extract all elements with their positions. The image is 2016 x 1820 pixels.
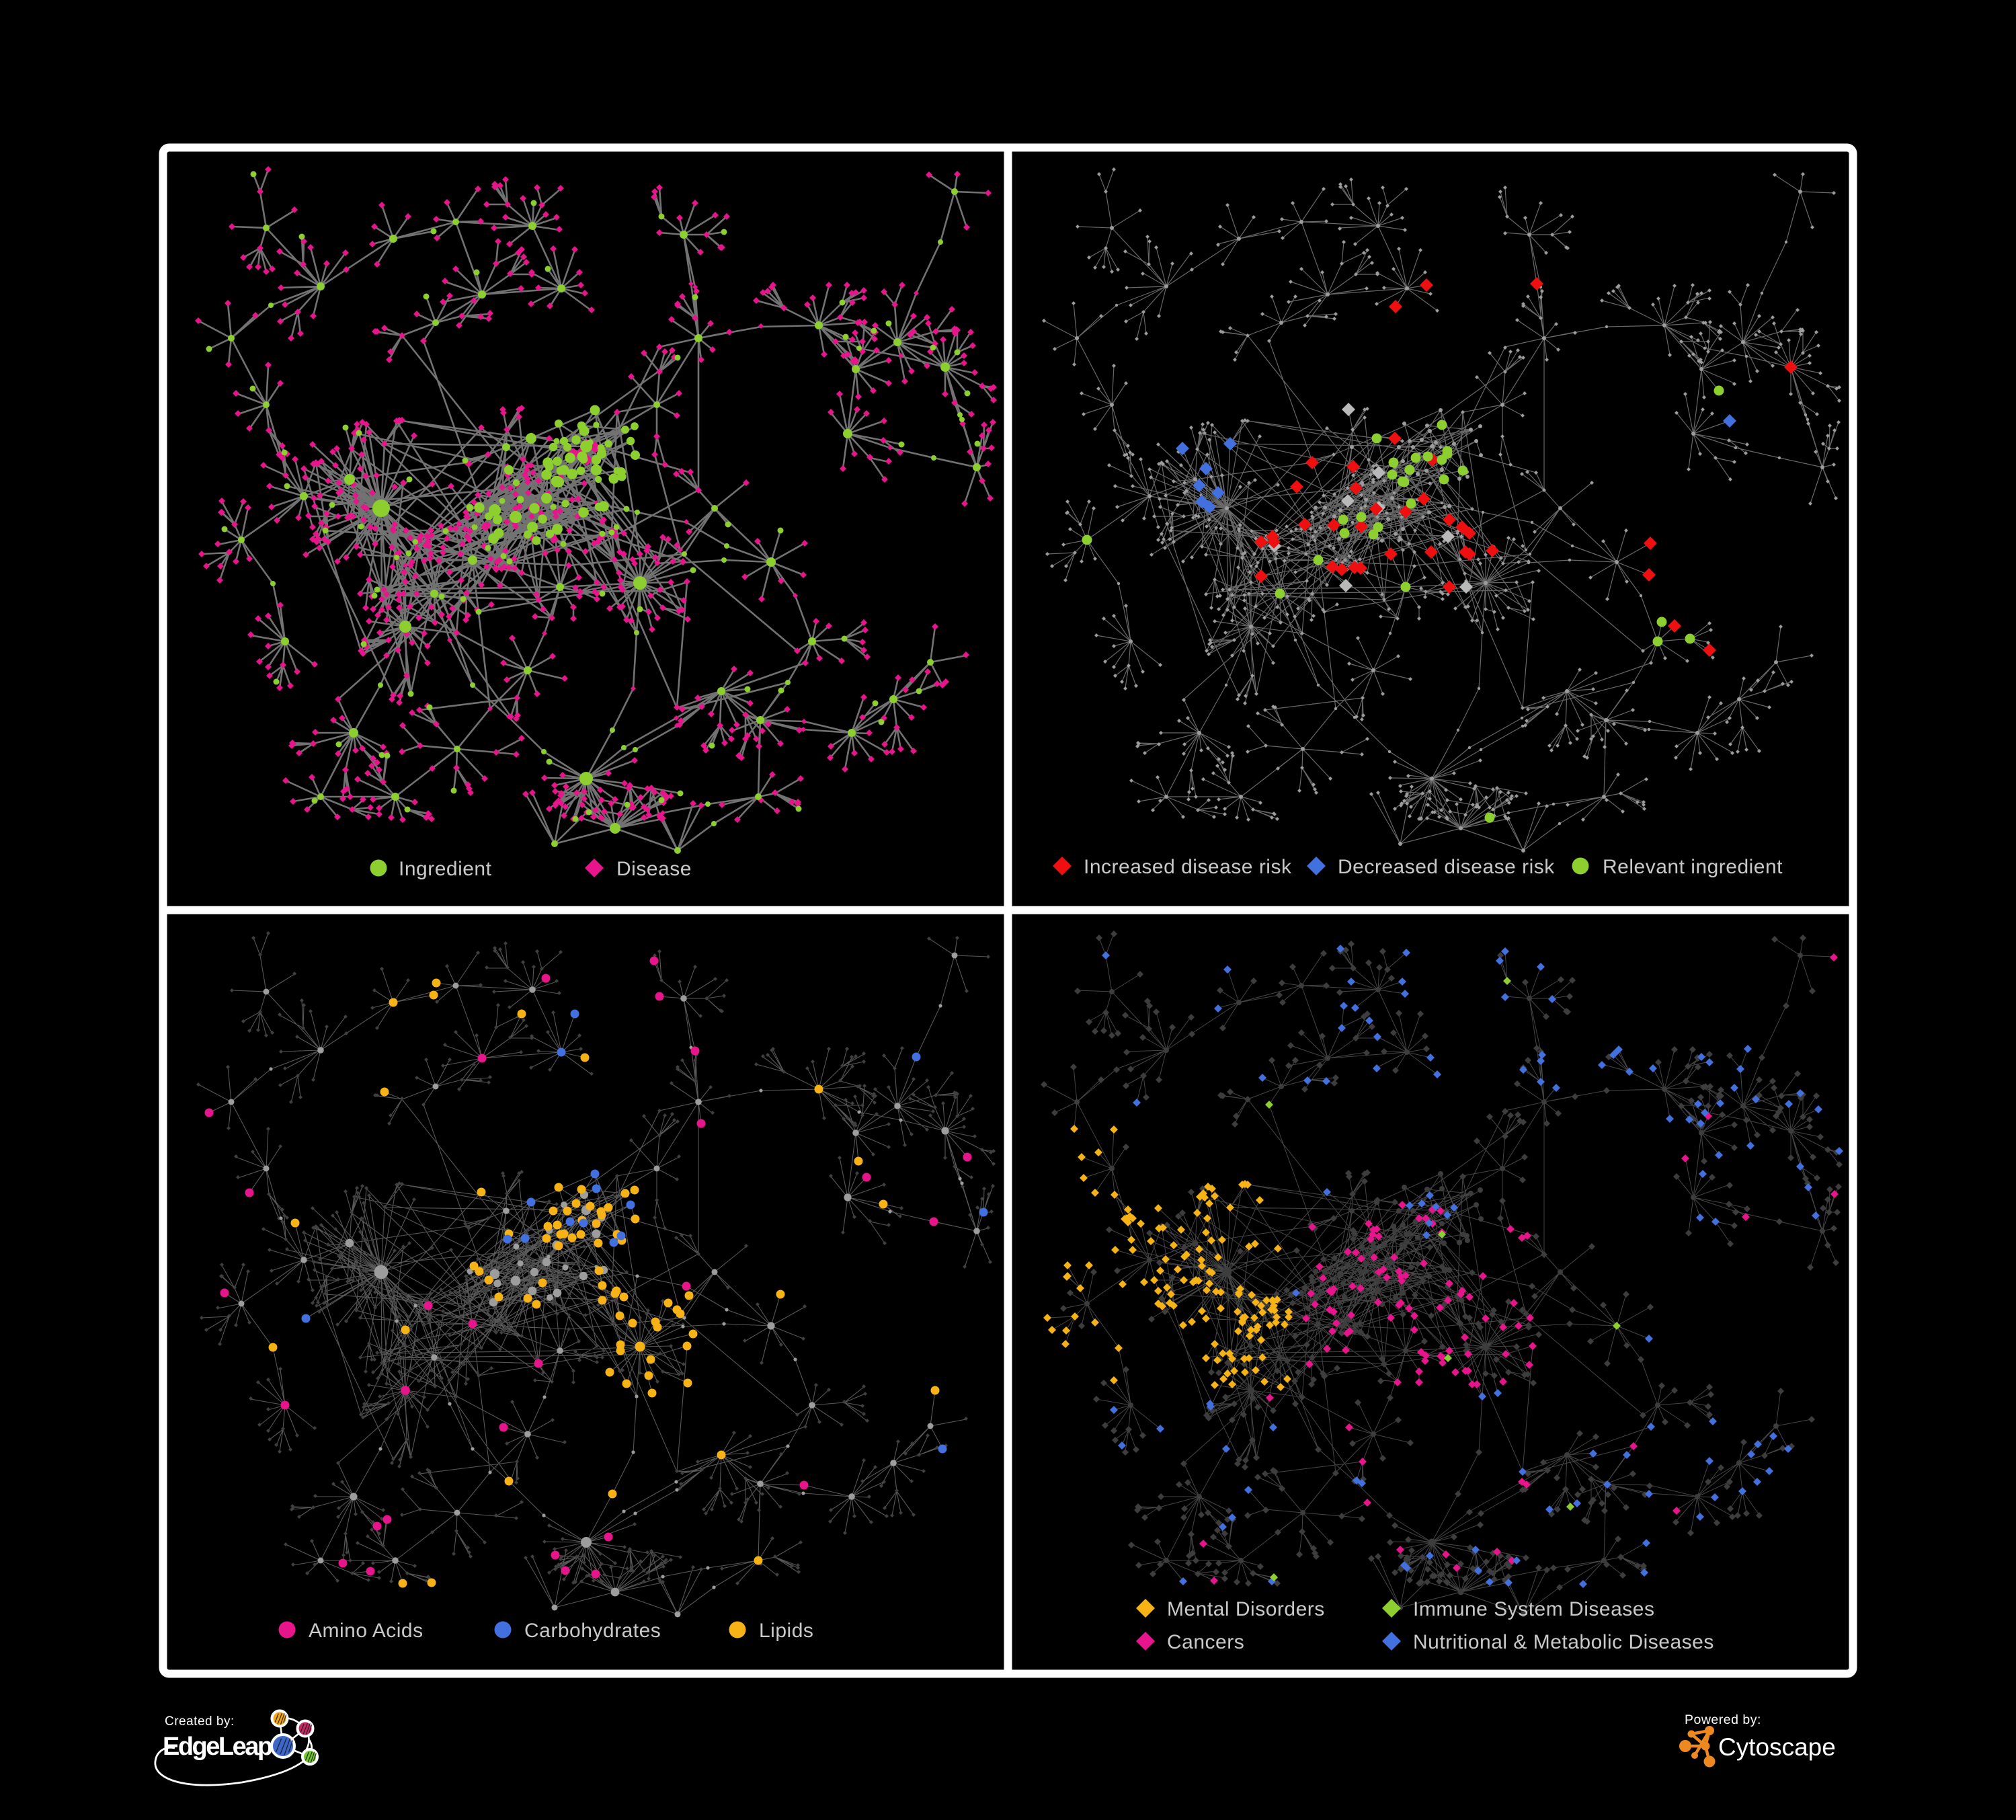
svg-text:Immune System Diseases: Immune System Diseases [1413, 1598, 1654, 1620]
svg-text:Carbohydrates: Carbohydrates [524, 1620, 661, 1642]
svg-text:EdgeLeap: EdgeLeap [163, 1733, 272, 1761]
svg-text:Nutritional & Metabolic Diseas: Nutritional & Metabolic Diseases [1413, 1631, 1714, 1653]
svg-text:Cytoscape: Cytoscape [1718, 1733, 1836, 1761]
svg-text:Ingredient: Ingredient [399, 858, 492, 880]
svg-text:Amino Acids: Amino Acids [309, 1620, 424, 1642]
svg-text:Decreased disease risk: Decreased disease risk [1338, 856, 1555, 878]
svg-text:Powered by:: Powered by: [1685, 1712, 1761, 1727]
svg-text:Increased disease risk: Increased disease risk [1084, 856, 1292, 878]
svg-text:Mental Disorders: Mental Disorders [1167, 1598, 1325, 1620]
svg-text:Lipids: Lipids [759, 1620, 813, 1642]
svg-text:Relevant ingredient: Relevant ingredient [1603, 856, 1783, 878]
svg-text:Cancers: Cancers [1167, 1631, 1244, 1653]
svg-text:Disease: Disease [616, 858, 692, 880]
svg-text:Created by:: Created by: [165, 1714, 235, 1729]
